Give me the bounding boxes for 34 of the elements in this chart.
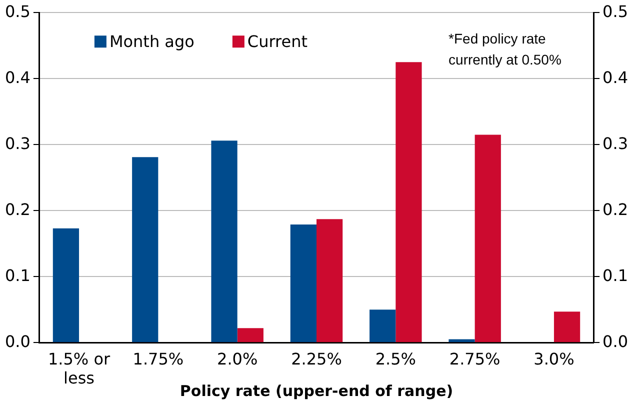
bar	[237, 328, 264, 342]
y2-tick-label: 0.5	[602, 2, 628, 21]
x-tick-label: 2.25%	[291, 349, 342, 368]
legend-label: Current	[247, 32, 308, 51]
legend-label: Month ago	[109, 32, 194, 51]
bar	[448, 339, 475, 342]
y-tick-label: 0.3	[4, 134, 30, 153]
y-tick-label: 0.5	[4, 2, 30, 21]
bar	[474, 134, 501, 342]
y2-tick-label: 0.0	[602, 332, 628, 351]
x-tick-label: 2.75%	[449, 349, 500, 368]
bar	[396, 62, 422, 342]
x-tick-label: 1.5% or less	[48, 349, 110, 388]
bar	[52, 228, 80, 342]
bar	[290, 224, 316, 342]
bar	[370, 310, 396, 342]
y2-tick-label: 0.4	[602, 68, 628, 87]
x-tick-label: 3.0%	[534, 349, 574, 368]
y2-tick-label: 0.2	[602, 200, 628, 219]
x-tick-label: 2.5%	[375, 349, 416, 368]
y2-tick-label: 0.1	[602, 266, 628, 285]
bar	[554, 312, 580, 342]
y2-tick-label: 0.3	[602, 134, 628, 153]
x-tick-label: 2.0%	[217, 349, 258, 368]
y-tick-label: 0.4	[4, 68, 30, 87]
bar	[316, 219, 343, 342]
x-axis-title: Policy rate (upper-end of range)	[180, 382, 454, 400]
y-tick-label: 0.2	[4, 200, 30, 219]
y-tick-label: 0.0	[4, 332, 30, 351]
bar	[132, 157, 158, 342]
x-tick-label: 1.75%	[132, 349, 184, 368]
y-tick-label: 0.1	[4, 266, 30, 285]
bar	[211, 140, 238, 342]
annotation: *Fed policy rate currently at 0.50%	[448, 30, 562, 68]
